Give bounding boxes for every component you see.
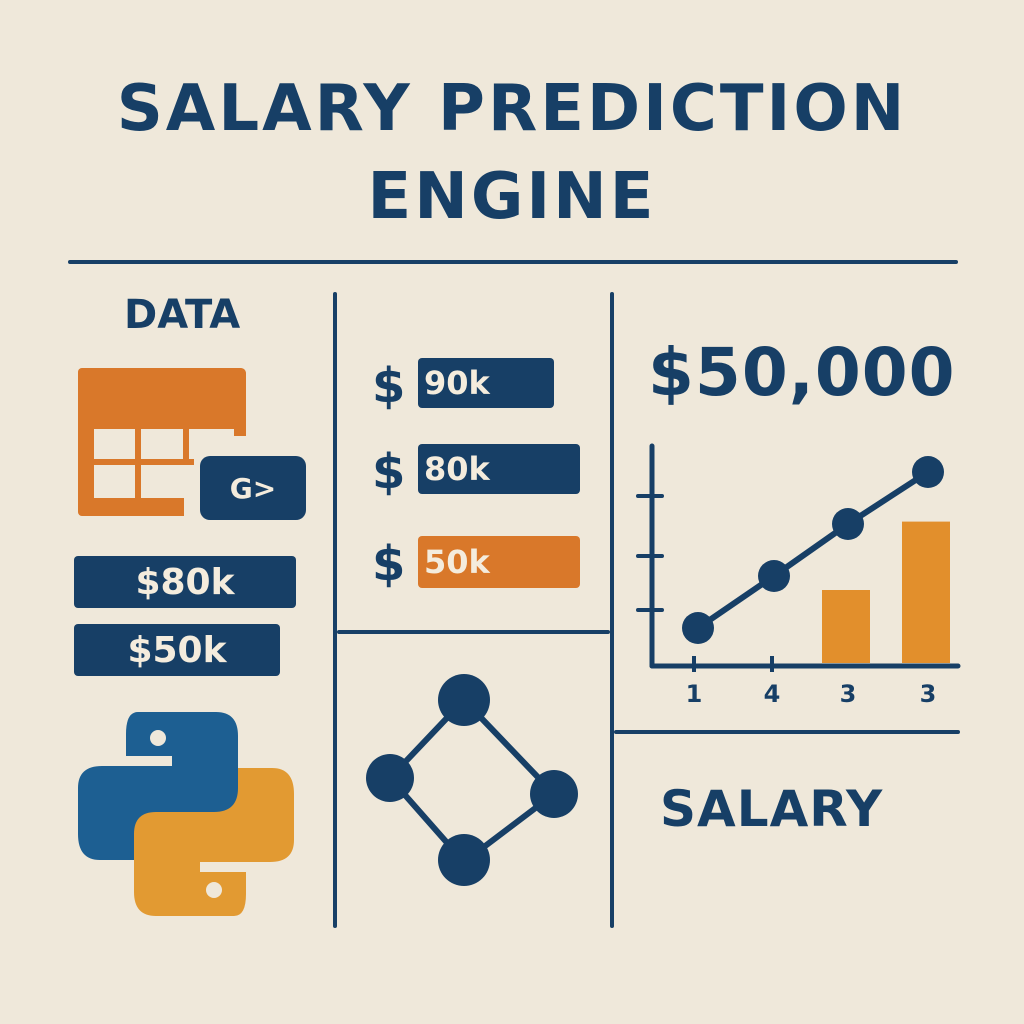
salary-pill-50k: $50k <box>74 624 280 676</box>
dollar-symbol: $ <box>372 358 406 414</box>
python-logo <box>76 708 296 920</box>
header-divider <box>68 260 958 264</box>
middle-horizontal-divider <box>337 630 610 634</box>
chart-bar <box>822 590 870 663</box>
x-tick-label: 3 <box>920 680 937 708</box>
salary-label: SALARY <box>660 780 884 838</box>
salary-bar-80k: 80k <box>418 444 580 494</box>
salary-bar-90k: 90k <box>418 358 554 408</box>
salary-chart: 1 4 3 3 <box>628 434 968 716</box>
chart-point <box>682 612 714 644</box>
graph-node <box>438 674 490 726</box>
page-subtitle: ENGINE <box>367 160 657 234</box>
spreadsheet-icon <box>74 366 250 524</box>
graph-node <box>530 770 578 818</box>
chart-point <box>912 456 944 488</box>
salary-bar-50k: 50k <box>418 536 580 588</box>
chart-point <box>832 508 864 540</box>
chart-point <box>758 560 790 592</box>
column-divider-right <box>610 292 614 928</box>
chip-label: G> <box>229 471 277 505</box>
salary-pill-80k-label: $80k <box>135 561 235 603</box>
dollar-symbol: $ <box>372 536 406 592</box>
data-heading: DATA <box>124 292 241 338</box>
salary-pill-50k-label: $50k <box>127 629 227 671</box>
right-horizontal-divider <box>614 730 960 734</box>
graph-node <box>438 834 490 886</box>
x-tick-label: 1 <box>686 680 703 708</box>
chip-button: G> <box>200 456 306 520</box>
predicted-salary: $50,000 <box>648 334 956 411</box>
chart-bar <box>902 521 950 663</box>
column-divider-left <box>333 292 337 928</box>
page-title: SALARY PREDICTION <box>116 72 908 146</box>
x-tick-label: 3 <box>840 680 857 708</box>
salary-list: $ 90k $ 80k $ 50k <box>370 356 580 596</box>
salary-bar-80k-label: 80k <box>424 450 490 488</box>
graph-node <box>366 754 414 802</box>
salary-bar-50k-label: 50k <box>424 543 490 581</box>
dollar-symbol: $ <box>372 444 406 500</box>
salary-pill-80k: $80k <box>74 556 296 608</box>
x-tick-label: 4 <box>764 680 781 708</box>
salary-bar-90k-label: 90k <box>424 364 490 402</box>
chart-line <box>696 469 930 631</box>
network-graph-icon <box>364 666 584 886</box>
